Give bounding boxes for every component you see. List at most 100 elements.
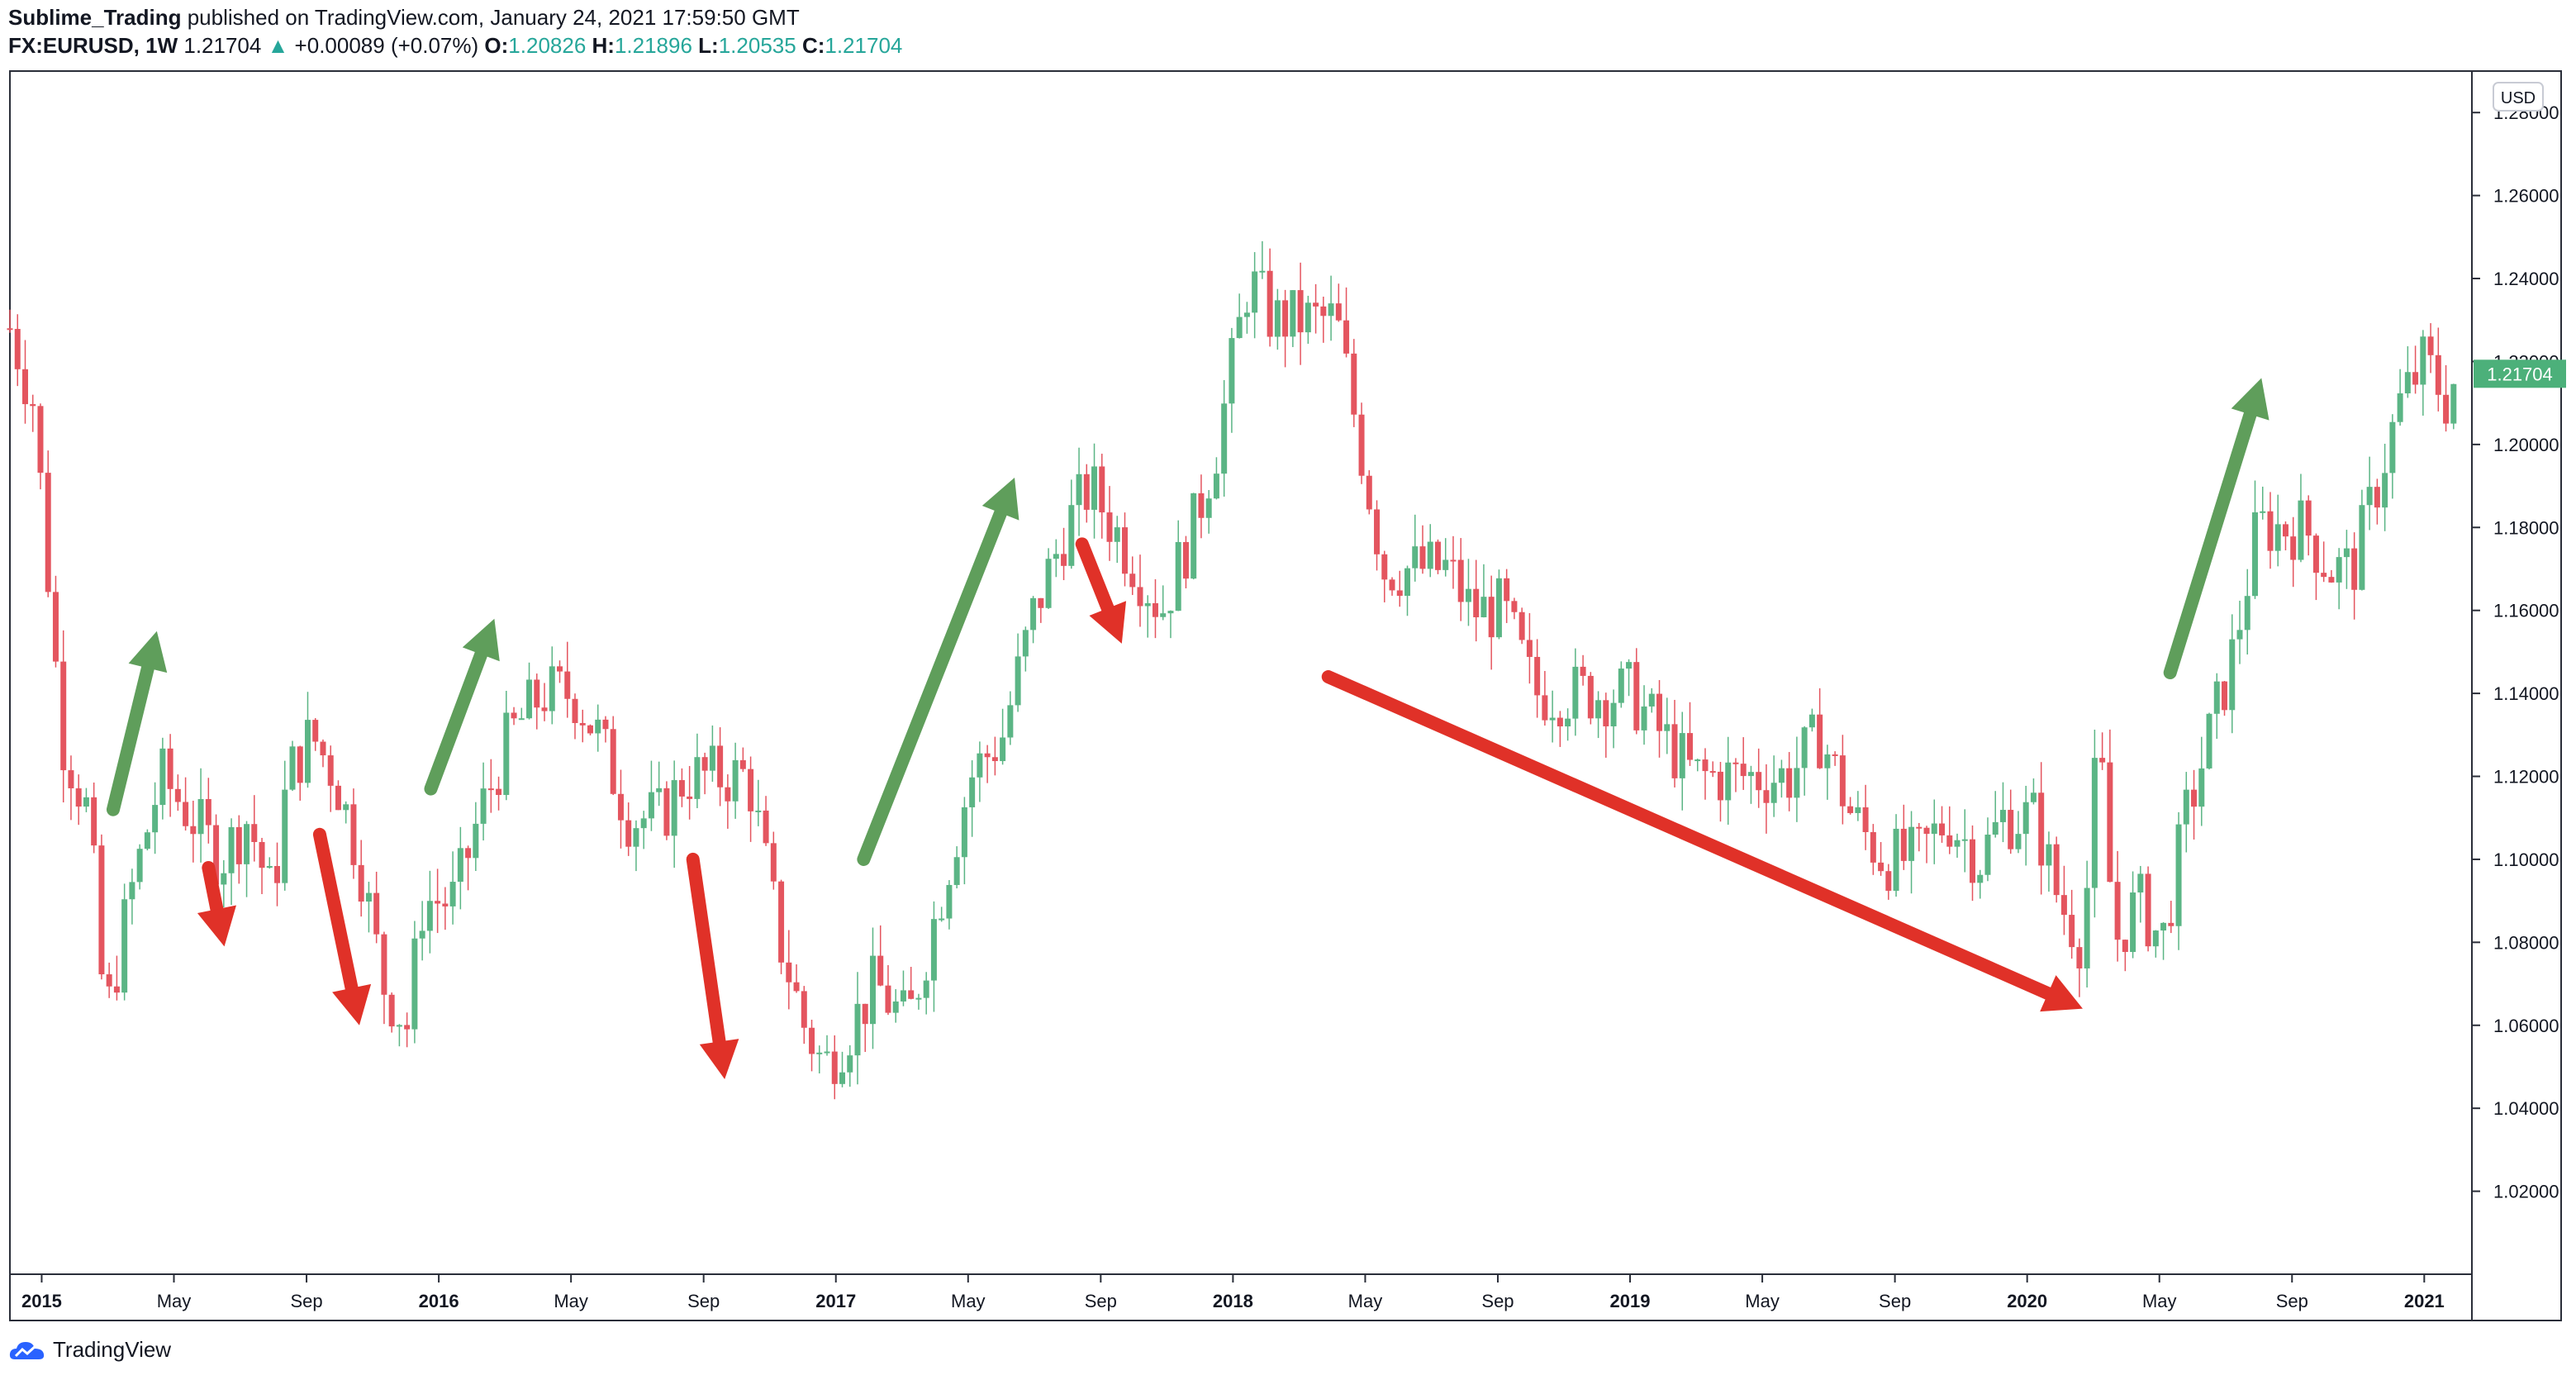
current-price-tag: 1.21704: [2474, 359, 2566, 388]
candle-body: [1862, 807, 1869, 832]
candle-body: [2298, 500, 2304, 560]
candle-body: [1213, 473, 1219, 499]
candle-body: [663, 788, 670, 836]
candle-body: [1160, 613, 1167, 617]
candle-body: [1511, 601, 1518, 612]
candle-body: [518, 718, 525, 721]
candle-body: [1870, 831, 1876, 863]
candle-body: [839, 1072, 846, 1084]
candle-body: [1022, 630, 1029, 657]
candle-body: [1000, 737, 1006, 762]
candle-body: [2359, 505, 2365, 590]
currency-button[interactable]: USD: [2493, 82, 2544, 112]
candle-body: [312, 720, 319, 742]
candle-body: [282, 789, 288, 883]
candle-body: [1335, 303, 1342, 321]
candle-body: [892, 1001, 899, 1013]
candle-body: [213, 825, 220, 885]
candle-body: [388, 994, 395, 1027]
candle-body: [1358, 414, 1365, 476]
candle-body: [7, 328, 13, 331]
candle-body: [45, 473, 51, 592]
price-axis[interactable]: 1.280001.260001.240001.220001.200001.180…: [2472, 102, 2559, 1202]
candle-body: [2091, 758, 2098, 888]
candle-body: [610, 729, 616, 794]
candle-body: [701, 757, 708, 771]
symbol-label[interactable]: FX:EURUSD, 1W: [8, 33, 178, 58]
trend-up-arrow-shaft: [106, 661, 154, 816]
candle-body: [1313, 302, 1319, 307]
candle-body: [1633, 662, 1640, 730]
candle-body: [373, 892, 380, 935]
candle-body: [75, 788, 82, 807]
candle-body: [778, 881, 785, 963]
candle-body: [1808, 714, 1815, 728]
candle-body: [1549, 717, 1556, 721]
candle-body: [572, 698, 578, 724]
candle-body: [136, 849, 143, 883]
candle-body: [1427, 541, 1433, 569]
candle-body: [1282, 300, 1289, 337]
candle-body: [1129, 573, 1136, 588]
candlestick-chart[interactable]: 1.280001.260001.240001.220001.200001.180…: [0, 0, 2576, 1330]
candle-body: [113, 986, 120, 993]
x-tick-label: May: [2142, 1291, 2177, 1311]
candle-body: [465, 848, 472, 859]
candle-body: [1083, 473, 1090, 510]
candle-body: [1931, 823, 1937, 835]
trend-down-arrow-head: [197, 905, 236, 947]
x-tick-label: Sep: [1481, 1291, 1514, 1311]
candle-body: [1587, 675, 1594, 719]
candle-body: [1457, 559, 1464, 602]
candle-body: [2290, 536, 2297, 560]
x-tick-label: 2017: [815, 1291, 856, 1311]
candle-body: [1969, 839, 1975, 883]
candle-body: [327, 755, 334, 786]
y-tick-label: 1.06000: [2493, 1016, 2559, 1036]
candle-body: [1847, 806, 1854, 813]
candle-body: [1756, 772, 1762, 791]
candle-body: [1747, 772, 1754, 777]
y-tick-label: 1.20000: [2493, 435, 2559, 455]
candle-body: [503, 712, 510, 796]
candle-body: [297, 746, 303, 783]
candle-body: [1855, 807, 1861, 813]
time-axis[interactable]: 2015 May Sep 2016 May Sep 2017 May Sep 2018 May Sep…: [21, 1274, 2445, 1311]
candle-body: [541, 707, 548, 711]
candle-body: [946, 884, 953, 919]
candle-body: [923, 980, 929, 998]
published-text: published on TradingView.com, January 24…: [181, 5, 800, 30]
candle-body: [557, 666, 563, 672]
candle-body: [2260, 511, 2266, 513]
candle-body: [2099, 758, 2106, 763]
tradingview-logo[interactable]: TradingView: [8, 1337, 171, 1363]
candle-body: [770, 843, 777, 882]
candle-body: [2404, 372, 2411, 394]
candle-body: [1091, 466, 1098, 510]
candle-body: [228, 827, 235, 873]
currency-button-box[interactable]: [2493, 82, 2544, 112]
candle-body: [1717, 771, 1723, 801]
candle-body: [824, 1051, 830, 1054]
candle-body: [1175, 541, 1181, 611]
candle-body: [1817, 714, 1823, 769]
currency-label[interactable]: USD: [2501, 89, 2536, 107]
candle-body: [1480, 597, 1487, 617]
candle-body: [2443, 394, 2450, 424]
candle-body: [1068, 505, 1075, 566]
candle-body: [2114, 882, 2121, 940]
candle-body: [725, 787, 731, 802]
candle-body: [1740, 764, 1747, 777]
candle-body: [2420, 336, 2426, 385]
y-tick-label: 1.08000: [2493, 932, 2559, 953]
author-name[interactable]: Sublime_Trading: [8, 5, 182, 30]
candle-body: [2084, 887, 2090, 968]
candle-body: [350, 804, 357, 865]
candle-body: [2198, 768, 2205, 807]
candle-body: [564, 671, 571, 699]
candle-body: [617, 793, 624, 821]
candle-body: [1434, 541, 1441, 570]
candle-body: [197, 798, 204, 835]
candle-body: [915, 997, 922, 1000]
candle-body: [435, 901, 441, 904]
